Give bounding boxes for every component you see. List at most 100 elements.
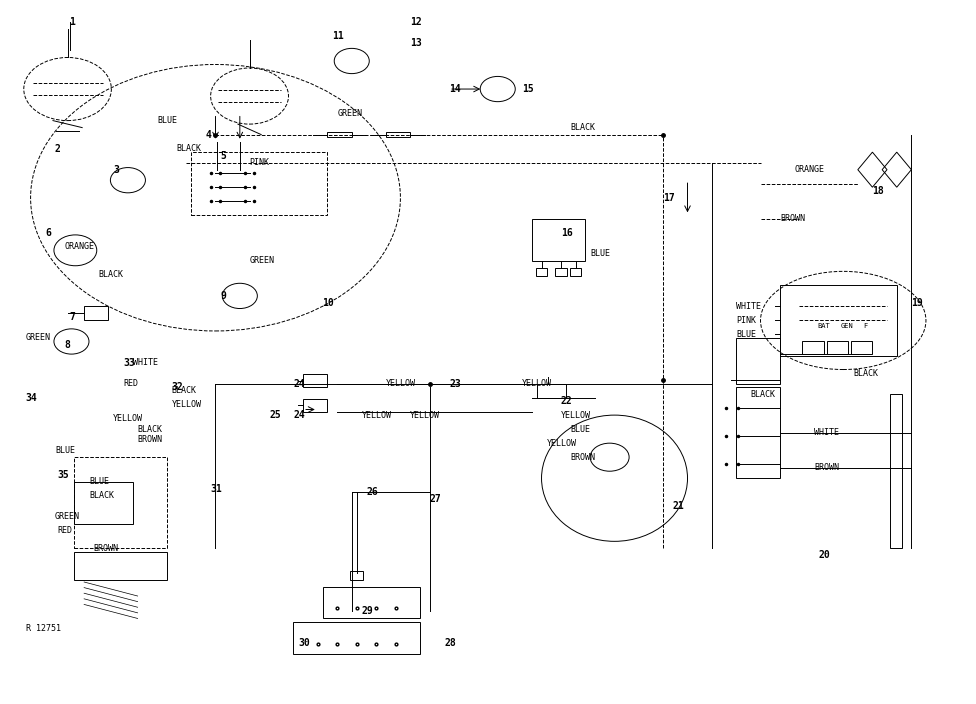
Text: 9: 9 [221,291,226,301]
Text: ORANGE: ORANGE [794,165,825,174]
Bar [536,268,548,276]
Bar [322,587,420,619]
Text: 12: 12 [410,18,422,27]
Bar [890,394,902,548]
Text: 33: 33 [123,358,135,367]
Text: 24: 24 [294,410,305,420]
Text: YELLOW: YELLOW [172,400,202,409]
Text: GREEN: GREEN [25,334,51,342]
Bar [294,622,420,653]
Text: 8: 8 [64,340,70,350]
Bar [349,572,363,580]
Text: WHITE: WHITE [133,358,158,367]
Text: 24: 24 [294,379,305,389]
Text: GREEN: GREEN [337,109,362,118]
Text: BLACK: BLACK [751,389,776,398]
Text: BLACK: BLACK [99,270,124,279]
Text: BLUE: BLUE [157,116,177,125]
Text: RED: RED [58,527,73,535]
Bar [555,268,567,276]
Text: 16: 16 [561,228,573,238]
Text: 15: 15 [522,84,534,94]
Text: 17: 17 [663,193,675,203]
Text: 18: 18 [873,186,884,196]
Text: WHITE: WHITE [814,428,839,437]
Bar [327,132,351,137]
Text: PINK: PINK [736,316,756,325]
Text: YELLOW: YELLOW [561,410,591,420]
Text: YELLOW: YELLOW [410,410,440,420]
Text: 31: 31 [211,484,223,494]
Bar [191,152,327,215]
Text: 26: 26 [366,487,378,497]
Bar [736,387,780,478]
Text: BLACK: BLACK [177,144,202,153]
Text: BLUE: BLUE [736,330,756,339]
Bar [74,482,133,524]
Text: YELLOW: YELLOW [522,379,552,388]
Bar [74,552,167,580]
Text: 14: 14 [449,84,461,94]
Text: 7: 7 [69,312,75,322]
Text: 6: 6 [45,228,51,238]
Bar [537,384,566,398]
Text: 2: 2 [55,144,61,153]
Text: 32: 32 [172,382,183,392]
Text: RED: RED [123,379,138,388]
Text: GREEN: GREEN [250,256,274,265]
Text: BLUE: BLUE [89,477,109,486]
Text: PINK: PINK [250,158,269,167]
Text: BLACK: BLACK [172,386,197,395]
Text: BLACK: BLACK [571,123,595,132]
Text: GREEN: GREEN [55,513,80,521]
Text: 25: 25 [269,410,281,420]
Text: BROWN: BROWN [571,453,595,462]
Text: BLUE: BLUE [571,425,590,434]
Text: BROWN: BROWN [138,435,163,444]
Bar [802,341,824,354]
Text: 35: 35 [58,470,69,479]
Text: ORANGE: ORANGE [64,242,95,251]
Text: 29: 29 [361,606,373,617]
Text: 21: 21 [672,501,684,511]
Text: 34: 34 [25,393,37,403]
Text: F: F [864,323,868,329]
Text: BROWN: BROWN [814,463,839,472]
Text: 19: 19 [912,298,923,308]
Text: BLUE: BLUE [55,446,75,455]
Text: BROWN: BROWN [94,544,119,553]
Bar [780,285,897,356]
Bar [74,457,167,548]
Bar [570,268,582,276]
Text: 10: 10 [322,298,335,308]
Text: 23: 23 [449,379,461,389]
Text: BLACK: BLACK [138,425,163,434]
Text: YELLOW: YELLOW [361,410,391,420]
Text: GEN: GEN [840,323,853,329]
Text: 11: 11 [332,32,344,42]
Text: BAT: BAT [817,323,830,329]
Text: 22: 22 [561,396,573,406]
Bar [84,306,108,320]
Text: YELLOW: YELLOW [547,439,577,448]
Text: 27: 27 [429,494,441,504]
Text: 30: 30 [299,638,310,648]
Bar [304,399,327,412]
Bar [827,341,848,354]
Bar [304,375,327,387]
Text: R 12751: R 12751 [25,624,61,634]
Text: 20: 20 [819,551,831,560]
Text: YELLOW: YELLOW [113,414,143,423]
Text: 1: 1 [69,18,75,27]
Text: YELLOW: YELLOW [386,379,416,388]
Text: 3: 3 [113,165,119,175]
Bar [386,132,410,137]
Text: 5: 5 [221,151,226,161]
Text: BLACK: BLACK [89,491,114,501]
Text: BLUE: BLUE [590,249,610,258]
Bar [532,219,586,261]
Bar [851,341,873,354]
Text: 13: 13 [410,39,422,49]
Text: 28: 28 [444,638,456,648]
Bar [736,338,780,384]
